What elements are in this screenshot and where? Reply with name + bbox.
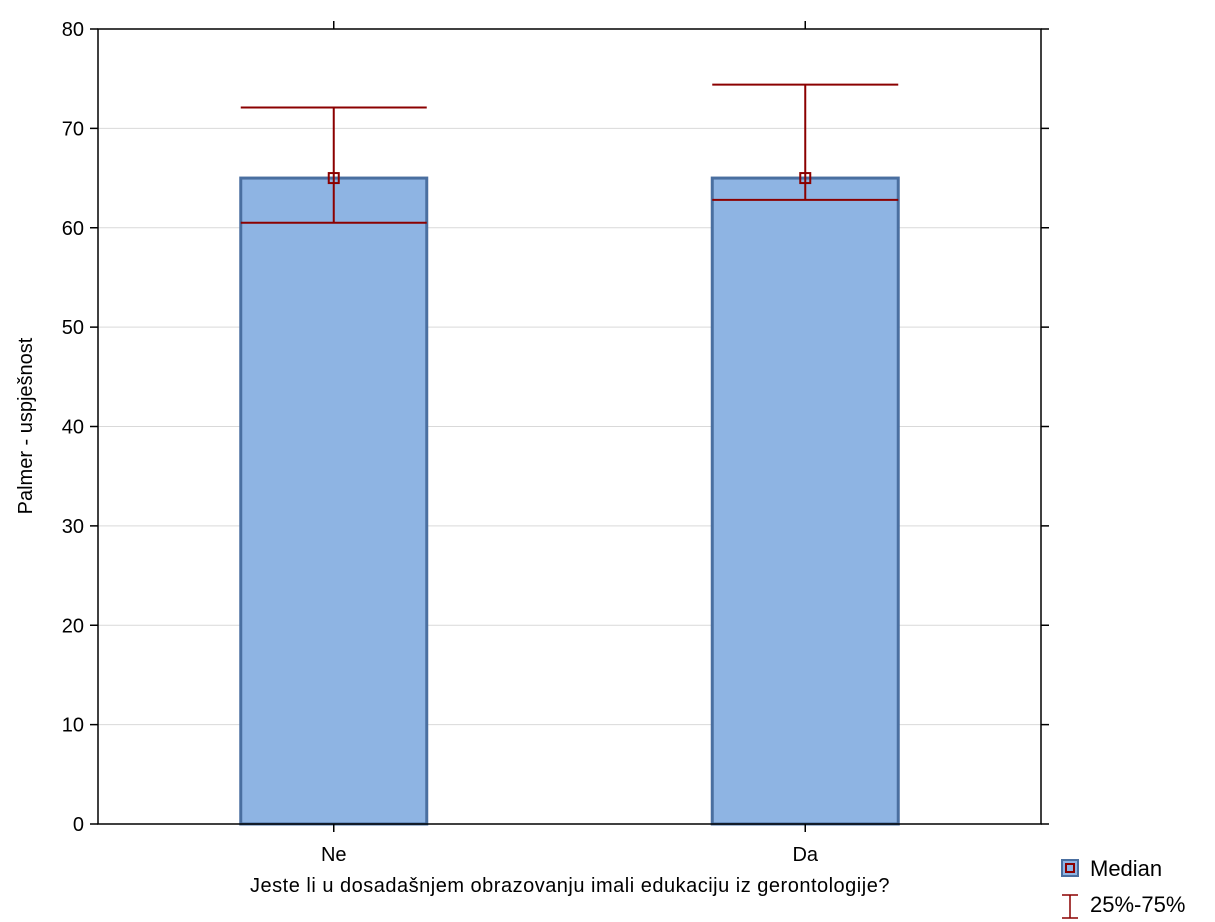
y-tick-label: 80 (62, 19, 84, 41)
y-tick-label: 0 (73, 814, 84, 836)
legend-item-median: Median (1061, 856, 1162, 881)
bar-da (710, 176, 900, 826)
legend-iqr-label: 25%-75% (1090, 892, 1185, 917)
y-tick-label: 10 (62, 715, 84, 737)
x-tick-label: Da (792, 844, 818, 866)
bar-ne (239, 176, 429, 826)
whiskers (240, 83, 899, 224)
x-axis: Ne Da (321, 21, 819, 866)
y-tick-label: 50 (62, 317, 84, 339)
x-axis-title: Jeste li u dosadašnjem obrazovanju imali… (250, 875, 890, 897)
legend-item-iqr: 25%-75% (1062, 892, 1185, 919)
y-tick-label: 60 (62, 218, 84, 240)
legend: Median 25%-75% (1061, 856, 1185, 919)
median-marker (327, 172, 340, 185)
legend-median-swatch (1061, 859, 1079, 877)
legend-median-label: Median (1090, 856, 1162, 881)
y-tick-label: 30 (62, 516, 84, 538)
x-tick-label: Ne (321, 844, 347, 866)
y-axis-title: Palmer - uspješnost (15, 337, 37, 514)
median-marker (799, 172, 812, 185)
y-axis: 0 10 20 30 40 50 60 70 80 (62, 19, 1049, 836)
y-tick-label: 70 (62, 118, 84, 140)
legend-median-marker (1065, 863, 1075, 873)
y-tick-label: 40 (62, 417, 84, 439)
bars (239, 176, 900, 826)
y-tick-label: 20 (62, 615, 84, 637)
